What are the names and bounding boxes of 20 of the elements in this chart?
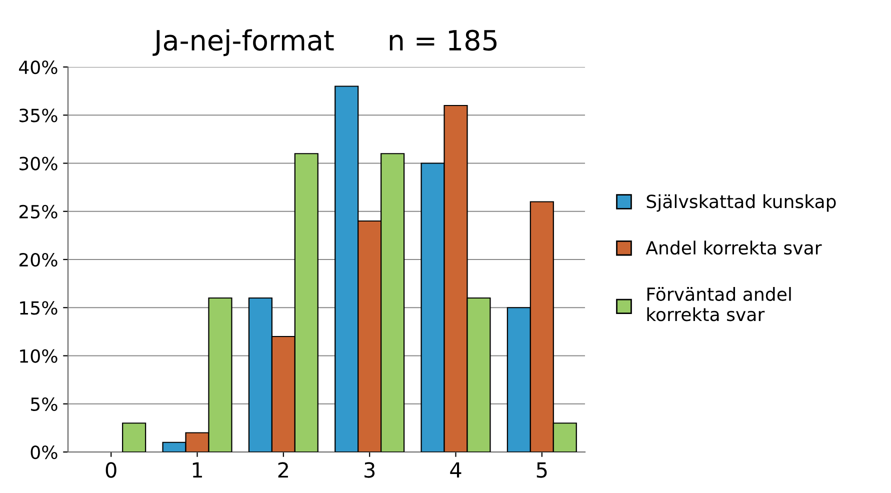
- x-tick-label: 3: [364, 462, 375, 478]
- y-tick-label: 25%: [19, 204, 58, 218]
- y-tick-label: 20%: [19, 252, 58, 267]
- x-tick-label: 0: [106, 462, 116, 478]
- y-tick-label: 35%: [20, 108, 58, 122]
- x-tick-label: 1: [192, 462, 202, 478]
- y-tick-label: 0%: [30, 445, 58, 460]
- x-tick-label: 5: [536, 462, 547, 478]
- y-tick-label: 10%: [20, 349, 58, 363]
- y-tick-label: 5%: [31, 397, 58, 411]
- x-tick-label: 2: [278, 462, 288, 478]
- chart-title: Ja-nej-format n = 185: [152, 29, 497, 56]
- y-tick-label: 40%: [19, 60, 58, 74]
- legend-label: Andel korrekta svar: [646, 240, 822, 255]
- y-tick-label: 15%: [20, 301, 58, 315]
- legend-label: Självskattad kunskap: [646, 194, 836, 212]
- x-tick-label: 4: [450, 462, 462, 478]
- y-tick-label: 30%: [20, 156, 58, 170]
- bar: [122, 422, 146, 452]
- legend-label: Förväntad andel korrekta svar: [647, 287, 791, 322]
